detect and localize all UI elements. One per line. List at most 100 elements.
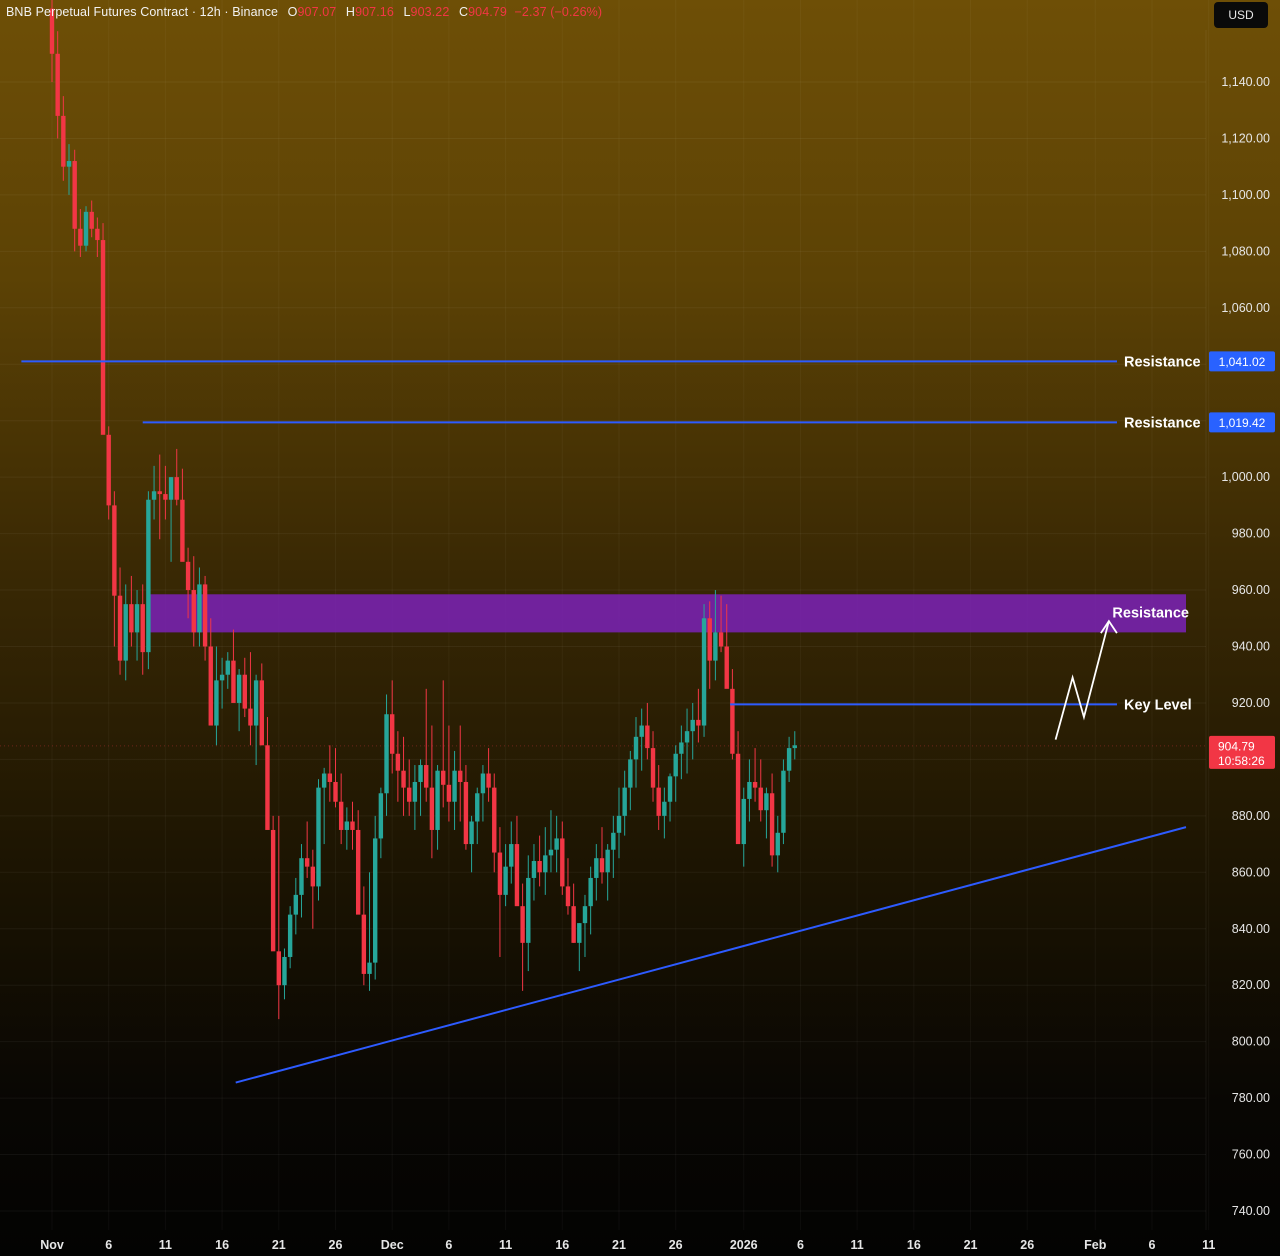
resistance-line-label: Resistance [1124,354,1201,370]
close-label: C [458,5,469,19]
candle-body [83,211,89,246]
price-axis-tick-label: 800.00 [1232,1035,1270,1049]
time-axis-tick-label: 2026 [730,1238,758,1252]
candle-body [599,858,605,873]
candle-body [112,505,117,596]
open-label: O [287,5,298,19]
candle-body [554,838,559,850]
candle-body [662,801,667,816]
candle-body [49,8,55,54]
time-axis-tick-label: 6 [105,1238,112,1252]
last-price-countdown: 10:58:26 [1218,754,1265,768]
price-axis-tick-label: 1,140.00 [1221,75,1270,89]
candle-body [225,660,230,675]
time-axis-tick-label: Feb [1084,1238,1107,1252]
last-price-badge [1209,735,1275,769]
symbol-title: BNB Perpetual Futures Contract · 12h · B… [6,5,279,19]
time-axis-tick-label: 21 [964,1238,978,1252]
candle-body [679,742,684,754]
candle-body [594,858,599,878]
candle-body [123,604,128,661]
candle-body [769,793,775,856]
candle-body [730,688,735,754]
candle-body [684,731,690,743]
time-axis-tick-label: 16 [907,1238,921,1252]
candle-body [372,838,378,963]
price-axis-tick-label: 840.00 [1232,922,1270,936]
candle-body [611,832,616,850]
candle-body [299,858,304,895]
high-value: 907.16 [355,5,394,19]
price-axis-tick-label: 1,060.00 [1221,301,1270,315]
candle-body [304,858,310,867]
time-axis-tick-label: 6 [1149,1238,1156,1252]
time-axis-tick-label: 11 [1202,1238,1215,1252]
price-axis-tick-label: 820.00 [1232,978,1270,992]
time-axis-tick-label: 16 [215,1238,229,1252]
currency-button[interactable]: USD [1214,2,1268,28]
candle-body [208,646,213,726]
resistance-zone[interactable] [149,594,1186,633]
candle-body [231,660,236,703]
candle-body [458,770,463,782]
candle-body [463,781,469,845]
candle-body [435,770,440,830]
candle-body [667,776,673,802]
candle-body [645,725,650,749]
price-axis-tick-label: 1,100.00 [1221,188,1270,202]
candle-body [656,787,661,816]
time-axis-tick-label: 26 [1020,1238,1034,1252]
candle-body [395,753,401,771]
candle-body [412,781,418,802]
time-axis-tick-label: 21 [272,1238,286,1252]
candle-body [219,674,225,681]
candle-body [407,787,412,802]
candle-body [134,604,140,633]
candle-body [560,838,565,887]
candle-body [622,787,627,816]
candle-body [781,770,786,833]
close-value: 904.79 [468,5,507,19]
change-value: −2.37 (−0.26%) [514,5,603,19]
candle-body [418,765,423,782]
candle-body [605,849,610,873]
ascending-trendline[interactable] [235,826,1187,1084]
candle-body [633,736,639,760]
candle-body [475,793,480,822]
candle-body [628,759,633,788]
projection-path[interactable] [1054,620,1110,740]
candle-body [786,748,792,771]
candle-body [792,745,797,749]
candle-body [429,787,435,830]
candle-body [735,753,741,845]
candle-body [701,618,707,726]
time-axis-tick-label: 21 [612,1238,626,1252]
time-axis-tick-label: 26 [329,1238,343,1252]
candle-body [747,781,752,799]
candle-body [492,787,497,853]
candle-body [265,745,270,830]
candle-body [197,584,202,633]
candle-body [441,770,446,785]
candle-body [355,829,361,915]
candle-body [707,618,712,661]
candle-body [163,494,168,500]
time-axis-tick-label: 26 [669,1238,683,1252]
candle-body [259,680,264,746]
time-axis-tick-label: 6 [445,1238,452,1252]
candle-body [129,604,134,633]
price-axis-tick-label: 1,080.00 [1221,244,1270,258]
price-axis-tick-label: 760.00 [1232,1148,1270,1162]
open-value: 907.07 [297,5,337,19]
candle-body [146,499,151,653]
candle-body [253,680,259,726]
candle-body [514,844,520,907]
candle-body [582,906,588,924]
level-price-badge [1209,351,1275,372]
candle-body [639,725,644,737]
candle-body [571,906,576,943]
candle-body [696,719,701,726]
candle-body [452,770,457,802]
candle-body [310,866,316,887]
